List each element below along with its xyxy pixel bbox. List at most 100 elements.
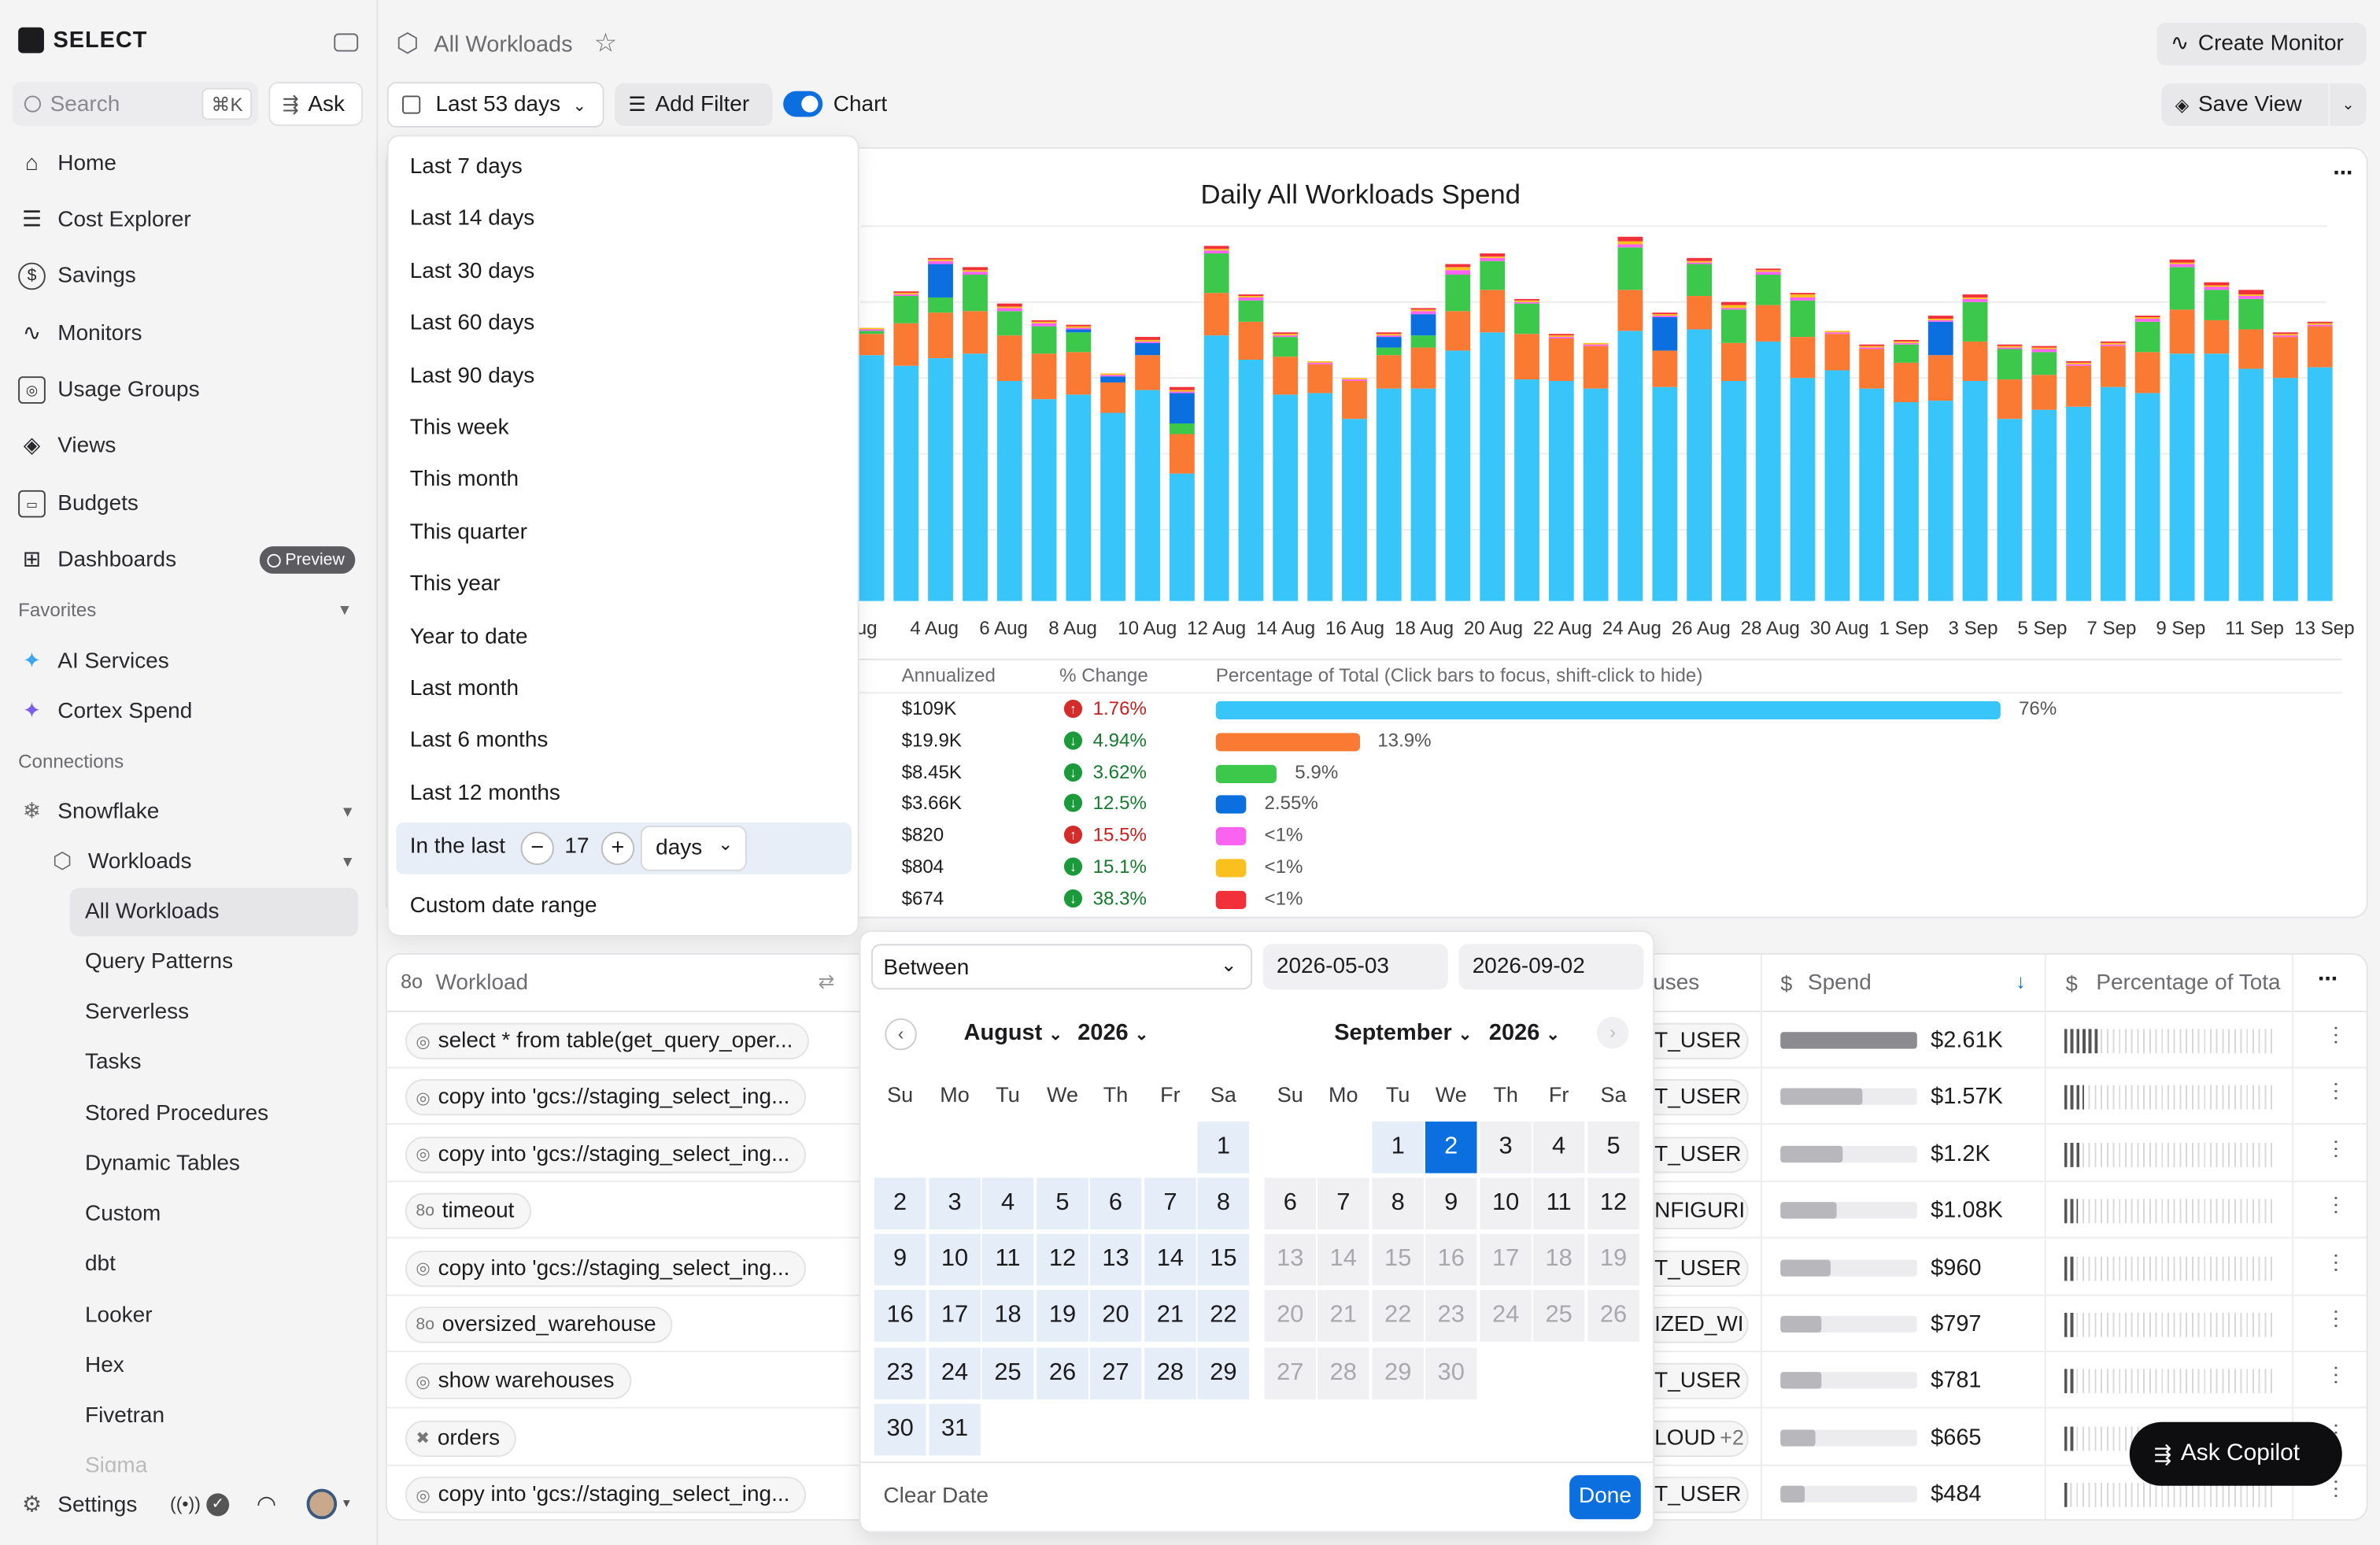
bar-segment[interactable] [1066, 352, 1092, 395]
calendar-day[interactable]: 12 [1037, 1233, 1088, 1286]
percentage-bar[interactable] [1215, 796, 1247, 815]
bar-segment[interactable] [1514, 301, 1539, 304]
bar-segment[interactable] [928, 358, 953, 601]
bar-segment[interactable] [2066, 365, 2091, 407]
bar-segment[interactable] [2169, 267, 2195, 310]
save-view-button[interactable]: ◈ Save View [2161, 83, 2329, 127]
unit-select[interactable]: days ⌄ [640, 825, 747, 871]
bar-segment[interactable] [1687, 329, 1713, 601]
bar-segment[interactable] [1273, 337, 1299, 357]
bar-segment[interactable] [2238, 296, 2264, 299]
workload-chip[interactable]: ◎ copy into 'gcs://staging_select_ing... [405, 1136, 807, 1174]
bar-segment[interactable] [2169, 262, 2195, 264]
bar-segment[interactable] [2169, 309, 2195, 354]
end-date-input[interactable]: 2026-09-02 [1458, 944, 1644, 990]
bar-segment[interactable] [1790, 378, 1816, 601]
sidebar-item-views[interactable]: ◈ Views [18, 423, 116, 469]
menu-item-last-12-months[interactable]: Last 12 months [409, 781, 560, 806]
calendar-day[interactable]: 26 [1037, 1347, 1088, 1399]
bar-segment[interactable] [1617, 241, 1643, 245]
calendar-day[interactable]: 14 [1317, 1233, 1369, 1286]
bar-segment[interactable] [1445, 275, 1471, 312]
bar-segment[interactable] [1548, 337, 1574, 339]
bar-segment[interactable] [1894, 362, 1919, 402]
calendar-day[interactable]: 27 [1089, 1347, 1142, 1399]
bar-segment[interactable] [1790, 337, 1816, 379]
menu-item-this-week[interactable]: This week [409, 416, 509, 441]
bar-segment[interactable] [1169, 390, 1195, 392]
bar-segment[interactable] [1824, 332, 1850, 335]
bar-segment[interactable] [1376, 332, 1402, 335]
percentage-bar[interactable] [1215, 859, 1247, 878]
calendar-day[interactable]: 11 [1532, 1177, 1585, 1229]
table-row[interactable]: ◎ select * from table(get_query_oper... T_… [386, 1012, 2367, 1069]
bar-segment[interactable] [2066, 364, 2091, 366]
bar-segment[interactable] [1031, 353, 1057, 400]
calendar-day[interactable]: 12 [1587, 1177, 1639, 1229]
broadcast-icon[interactable]: ((•)) [169, 1493, 201, 1515]
bar-segment[interactable] [1376, 337, 1402, 348]
bar-segment[interactable] [1927, 321, 1953, 356]
bar-segment[interactable] [2307, 321, 2333, 323]
bar-segment[interactable] [1720, 342, 1746, 382]
bar-segment[interactable] [1720, 305, 1746, 309]
bar-segment[interactable] [1342, 419, 1367, 601]
percentage-bar[interactable] [1215, 827, 1247, 846]
sidebar-subitem-dbt[interactable]: dbt [84, 1251, 116, 1277]
row-menu-icon[interactable]: ··· [2325, 1251, 2350, 1273]
bar-segment[interactable] [2134, 352, 2160, 394]
avatar[interactable] [306, 1488, 338, 1520]
bar-segment[interactable] [1169, 423, 1195, 434]
sort-desc-icon[interactable]: ↓ [2016, 970, 2026, 993]
calendar-day[interactable]: 21 [1317, 1290, 1369, 1342]
bar-segment[interactable] [1652, 314, 1678, 316]
bar-segment[interactable] [1203, 293, 1229, 336]
bar-segment[interactable] [1927, 401, 1953, 601]
bar-segment[interactable] [2100, 346, 2126, 387]
bar-segment[interactable] [1790, 294, 1816, 298]
calendar-day[interactable]: 1 [1197, 1122, 1250, 1174]
bar-segment[interactable] [996, 306, 1022, 309]
bar-segment[interactable] [2066, 362, 2091, 364]
bar-segment[interactable] [1342, 381, 1367, 420]
sidebar-subitem-serverless[interactable]: Serverless [84, 1000, 190, 1025]
bar-segment[interactable] [1824, 334, 1850, 371]
bar-segment[interactable] [1859, 388, 1885, 601]
bar-segment[interactable] [893, 291, 919, 294]
menu-item-year-to-date[interactable]: Year to date [409, 624, 528, 649]
bar-segment[interactable] [2100, 344, 2126, 346]
bar-segment[interactable] [1687, 296, 1713, 330]
row-menu-icon[interactable]: ··· [2325, 1308, 2350, 1330]
bar-segment[interactable] [1962, 298, 1988, 302]
bar-segment[interactable] [1031, 321, 1057, 323]
calendar-day[interactable]: 19 [1587, 1233, 1639, 1286]
sidebar-subitem-dynamic-tables[interactable]: Dynamic Tables [84, 1151, 240, 1177]
menu-item-last-month[interactable]: Last month [409, 677, 519, 701]
bar-segment[interactable] [1342, 379, 1367, 382]
bar-segment[interactable] [2134, 318, 2160, 322]
bar-segment[interactable] [1169, 386, 1195, 390]
row-menu-icon[interactable]: ··· [2325, 1478, 2350, 1500]
bar-segment[interactable] [2031, 375, 2057, 410]
decrement-button[interactable]: − [520, 831, 554, 866]
bar-segment[interactable] [1410, 311, 1436, 315]
calendar-day[interactable]: 7 [1144, 1177, 1196, 1229]
bar-segment[interactable] [1755, 341, 1781, 601]
calendar-day[interactable]: 27 [1264, 1347, 1317, 1399]
in-the-last-row[interactable]: In the last − 17 + days ⌄ [396, 822, 852, 874]
user-chip[interactable]: T_USER [1651, 1022, 1749, 1059]
bar-segment[interactable] [893, 293, 919, 295]
bar-segment[interactable] [1273, 332, 1299, 335]
bar-segment[interactable] [963, 272, 988, 275]
bar-segment[interactable] [1790, 297, 1816, 301]
menu-item-custom-date-range[interactable]: Custom date range [409, 893, 597, 918]
bar-segment[interactable] [1307, 360, 1333, 363]
bar-segment[interactable] [2134, 321, 2160, 353]
star-icon[interactable]: ☆ [593, 28, 617, 58]
calendar-day[interactable]: 3 [1480, 1122, 1532, 1174]
workload-chip[interactable]: 8o oversized_warehouse [405, 1307, 673, 1344]
sidebar-item-cost-explorer[interactable]: ☰ Cost Explorer [18, 198, 191, 243]
save-view-dropdown[interactable]: ⌄ [2330, 83, 2367, 127]
menu-item-this-year[interactable]: This year [409, 572, 501, 597]
bar-segment[interactable] [1307, 393, 1333, 601]
